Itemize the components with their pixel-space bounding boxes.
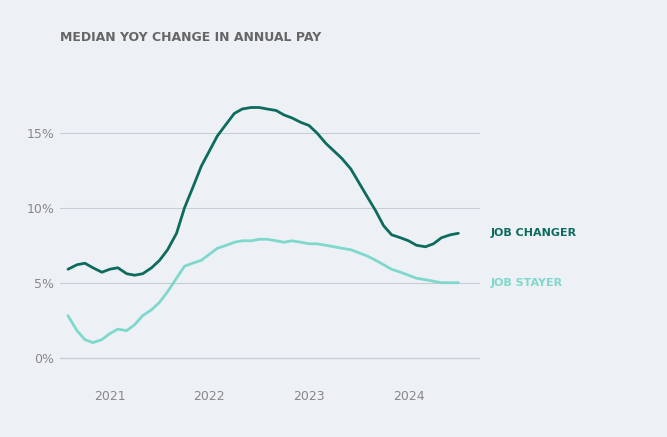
Text: MEDIAN YOY CHANGE IN ANNUAL PAY: MEDIAN YOY CHANGE IN ANNUAL PAY [60,31,321,44]
Text: JOB STAYER: JOB STAYER [490,278,562,288]
Text: JOB CHANGER: JOB CHANGER [490,228,576,238]
